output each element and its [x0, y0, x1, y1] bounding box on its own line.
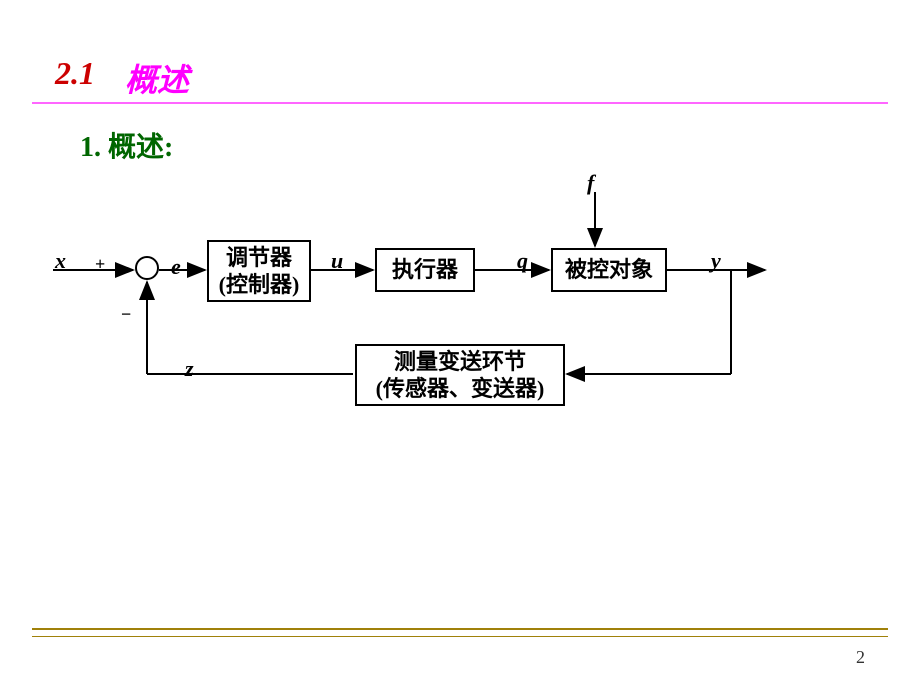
- signal-f: f: [587, 170, 594, 196]
- footer-rule-bottom: [32, 636, 888, 637]
- block-controller-line2: (控制器): [209, 271, 309, 299]
- block-actuator: 执行器: [375, 248, 475, 292]
- signal-q: q: [517, 248, 528, 274]
- block-sensor-line1: 测量变送环节: [357, 348, 563, 376]
- signal-e: e: [171, 254, 181, 280]
- summing-junction: [135, 256, 159, 280]
- footer-rule-top: [32, 628, 888, 630]
- block-actuator-line1: 执行器: [377, 256, 473, 284]
- header-underline: [32, 102, 888, 104]
- signal-plus: +: [95, 254, 105, 275]
- block-sensor-line2: (传感器、变送器): [357, 375, 563, 403]
- block-controller-line1: 调节器: [209, 244, 309, 272]
- section-number: 2.1: [55, 55, 95, 92]
- section-title: 概述: [125, 55, 189, 101]
- block-plant: 被控对象: [551, 248, 667, 292]
- block-controller: 调节器(控制器): [207, 240, 311, 302]
- page-number: 2: [856, 647, 865, 668]
- subtitle: 1. 概述:: [80, 125, 173, 165]
- signal-x: x: [55, 248, 66, 274]
- signal-minus: −: [121, 304, 131, 325]
- block-diagram: 调节器(控制器) 执行器 被控对象测量变送环节(传感器、变送器) x + − e u q f y z: [45, 170, 805, 430]
- block-sensor: 测量变送环节(传感器、变送器): [355, 344, 565, 406]
- signal-z: z: [185, 356, 194, 382]
- signal-u: u: [331, 248, 343, 274]
- block-plant-line1: 被控对象: [553, 256, 665, 284]
- signal-y: y: [711, 248, 721, 274]
